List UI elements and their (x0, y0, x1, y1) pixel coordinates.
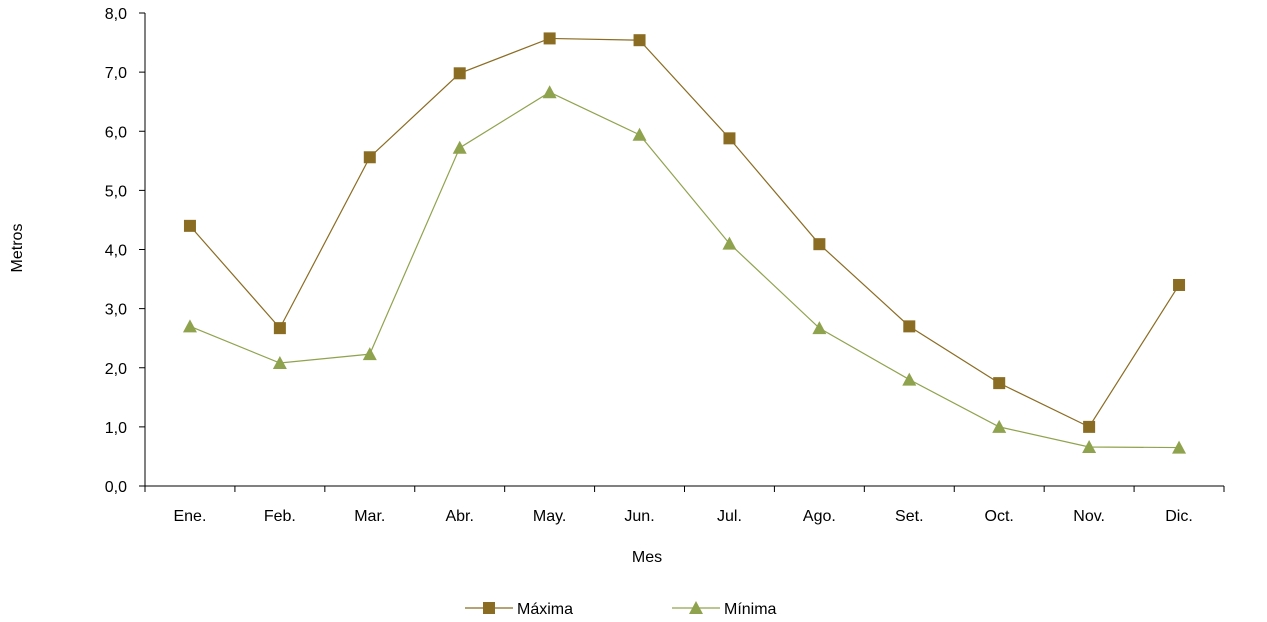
data-point (543, 32, 556, 45)
data-point (363, 151, 376, 164)
series-2 (182, 85, 1187, 454)
x-tick-label: Jul. (717, 508, 742, 525)
data-point (723, 132, 736, 145)
legend-marker (689, 601, 703, 614)
data-point (903, 320, 916, 333)
series-1 (183, 32, 1186, 433)
y-axis-title: Metros (9, 224, 26, 273)
legend-marker (483, 602, 495, 614)
legend-label: Mínima (724, 601, 777, 618)
data-point (362, 347, 377, 361)
data-point (632, 127, 647, 141)
y-tick-label: 2,0 (105, 361, 127, 378)
data-point (722, 236, 737, 250)
x-tick-label: Feb. (264, 508, 296, 525)
y-tick-label: 1,0 (105, 420, 127, 437)
y-tick-label: 3,0 (105, 302, 127, 319)
series-line (189, 37, 1180, 428)
x-tick-label: Ene. (173, 508, 206, 525)
x-tick-label: Oct. (985, 508, 1014, 525)
data-point (993, 377, 1006, 390)
data-point (1083, 420, 1096, 433)
axes (144, 13, 1224, 487)
y-tick-label: 7,0 (105, 65, 127, 82)
data-point (992, 419, 1007, 433)
data-point (452, 140, 467, 154)
legend-label: Máxima (517, 601, 573, 618)
data-point (542, 85, 557, 99)
x-ticks: Ene. Feb. Mar. Abr. May. Jun. Jul. Ago. Set. Oct.… (144, 486, 1225, 525)
data-point (812, 321, 827, 335)
y-tick-label: 8,0 (105, 6, 127, 23)
x-tick-label: Jun. (624, 508, 654, 525)
data-point (183, 219, 196, 232)
data-point (1172, 440, 1187, 454)
x-tick-label: Nov. (1073, 508, 1105, 525)
y-tick-label: 5,0 (105, 183, 127, 200)
data-point (633, 34, 646, 47)
data-point (902, 372, 917, 386)
y-ticks: 0,0 1,0 2,0 3,0 4,0 5,0 6,0 7,0 8,0 (105, 6, 145, 496)
x-tick-label: Ago. (803, 508, 836, 525)
y-tick-label: 4,0 (105, 243, 127, 260)
x-tick-label: Dic. (1165, 508, 1193, 525)
data-point (1173, 278, 1186, 291)
data-point (1082, 439, 1097, 453)
x-axis-title: Mes (632, 549, 662, 566)
x-tick-label: Mar. (354, 508, 385, 525)
legend: Máxima Mínima (465, 601, 777, 618)
y-tick-label: 6,0 (105, 124, 127, 141)
legend-item: Mínima (672, 601, 777, 618)
x-tick-label: May. (533, 508, 566, 525)
x-tick-label: Abr. (445, 508, 473, 525)
x-tick-label: Set. (895, 508, 923, 525)
data-point (273, 322, 286, 335)
series-line (189, 91, 1180, 449)
data-point (272, 356, 287, 370)
data-point (453, 67, 466, 80)
y-tick-label: 0,0 (105, 479, 127, 496)
data-point (182, 319, 197, 333)
series-group (182, 32, 1187, 454)
data-point (813, 238, 826, 251)
legend-item: Máxima (465, 601, 573, 618)
